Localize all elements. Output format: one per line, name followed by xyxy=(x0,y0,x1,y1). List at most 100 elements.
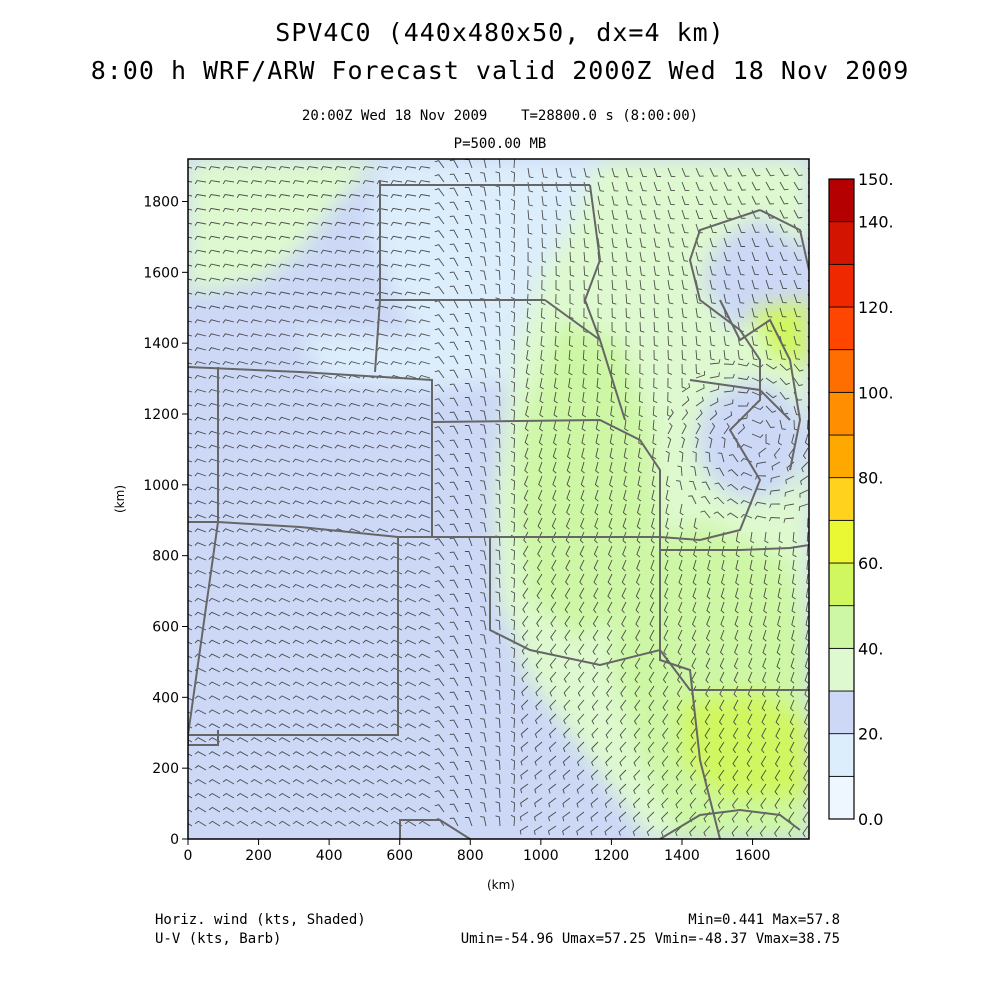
wind-barb xyxy=(434,608,445,617)
wind-barb xyxy=(740,471,753,477)
wind-barb xyxy=(334,765,347,771)
wind-barb xyxy=(495,787,501,799)
wind-barb xyxy=(577,699,585,711)
wind-barb xyxy=(404,500,417,505)
wind-barb xyxy=(652,405,658,418)
wind-barb xyxy=(194,472,207,477)
wind-barb xyxy=(495,395,501,407)
wind-barb xyxy=(636,503,641,516)
wind-barb xyxy=(418,221,431,226)
wind-barb xyxy=(510,366,516,379)
wind-barb xyxy=(747,713,753,726)
wind-barb xyxy=(250,583,263,589)
wind-barb xyxy=(709,372,720,379)
wind-barb xyxy=(250,388,263,393)
wind-barb xyxy=(250,625,263,631)
wind-barb xyxy=(793,167,803,177)
wind-barb xyxy=(510,618,516,631)
wind-barb xyxy=(222,277,235,282)
wind-barb xyxy=(188,418,193,421)
wind-barb xyxy=(775,727,781,740)
wind-barb xyxy=(763,559,768,572)
wind-barb xyxy=(292,374,305,379)
wind-barb xyxy=(334,737,347,743)
wind-barb xyxy=(418,402,431,407)
wind-barb xyxy=(292,569,305,575)
wind-barb xyxy=(679,531,684,544)
wind-barb xyxy=(639,167,647,178)
wind-barb xyxy=(706,615,711,628)
wind-barb xyxy=(480,480,487,491)
wind-barb xyxy=(434,384,445,393)
wind-barb xyxy=(579,559,585,572)
wind-barb xyxy=(348,556,361,561)
wind-barb xyxy=(623,461,628,474)
wind-barb xyxy=(747,727,753,740)
wind-barb xyxy=(765,377,777,384)
wind-barb xyxy=(536,601,543,613)
wind-barb xyxy=(320,319,333,324)
wind-barb xyxy=(718,741,725,754)
wind-barb xyxy=(681,422,687,435)
wind-barb xyxy=(306,583,319,589)
wind-barb xyxy=(765,349,772,361)
wind-barb xyxy=(362,695,375,701)
wind-barb xyxy=(541,251,547,263)
wind-barb xyxy=(320,806,333,813)
wind-barb xyxy=(348,402,361,407)
wind-barb xyxy=(434,426,445,435)
wind-barb xyxy=(520,797,529,808)
wind-barb xyxy=(547,825,557,836)
wind-barb xyxy=(222,695,235,701)
wind-barb xyxy=(653,279,660,291)
wind-barb xyxy=(510,170,516,183)
wind-barb xyxy=(774,825,781,837)
wind-barb xyxy=(720,601,725,614)
wind-barb xyxy=(306,751,319,757)
wind-barb xyxy=(306,430,319,435)
wind-barb xyxy=(418,249,431,254)
wind-barb xyxy=(577,741,585,753)
wind-barb xyxy=(464,733,473,743)
wind-barb xyxy=(495,731,501,743)
wind-barb xyxy=(222,221,235,226)
wind-barb xyxy=(320,611,333,617)
wind-barb xyxy=(250,486,263,491)
wind-barb xyxy=(691,657,697,670)
wind-barb xyxy=(667,279,674,291)
wind-barb xyxy=(793,293,801,304)
wind-barb xyxy=(510,576,516,589)
wind-barb xyxy=(208,207,221,213)
wind-barb xyxy=(737,375,750,381)
wind-barb xyxy=(802,447,809,460)
wind-barb xyxy=(449,159,459,169)
wind-barb xyxy=(334,820,347,827)
wind-barb xyxy=(334,194,347,199)
wind-barb xyxy=(803,741,809,754)
wind-barb xyxy=(404,597,417,603)
wind-barb xyxy=(564,601,571,614)
wind-barb xyxy=(622,517,627,530)
wind-barb xyxy=(706,587,711,600)
wind-barb xyxy=(597,223,604,235)
wind-barb xyxy=(534,783,543,794)
wind-barb xyxy=(320,388,333,393)
wind-barb xyxy=(510,226,516,239)
wind-barb xyxy=(747,685,753,698)
wind-barb xyxy=(376,361,389,366)
wind-barb xyxy=(404,611,417,617)
wind-barb xyxy=(765,391,777,399)
wind-barb xyxy=(564,643,571,655)
wind-barb xyxy=(751,223,760,233)
wind-barb xyxy=(334,416,347,421)
wind-barb xyxy=(592,615,599,628)
wind-barb xyxy=(625,363,630,376)
wind-barb xyxy=(690,755,697,767)
wind-barb xyxy=(605,769,613,781)
wind-barb xyxy=(250,653,263,659)
wind-barb xyxy=(264,416,277,421)
wind-barb xyxy=(334,291,347,296)
wind-barb xyxy=(524,447,529,460)
wind-barb xyxy=(611,265,618,277)
wind-barb xyxy=(250,569,263,575)
